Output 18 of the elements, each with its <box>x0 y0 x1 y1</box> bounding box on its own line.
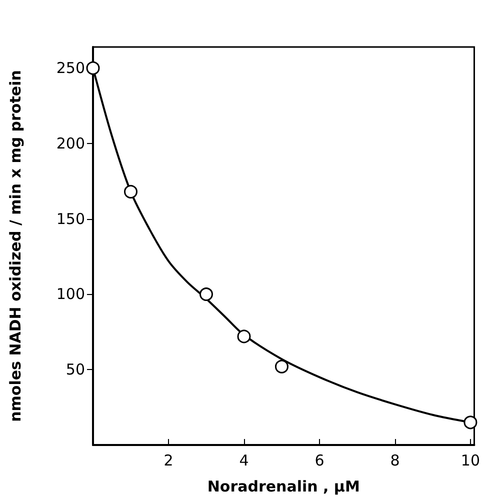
point <box>464 416 478 430</box>
x-tick-label: 6 <box>314 452 324 470</box>
y-tick-label: 50 <box>66 360 85 379</box>
x-axis-title: Noradrenalin , μM <box>207 478 360 496</box>
x-tick-label: 4 <box>239 452 249 470</box>
point <box>237 330 251 344</box>
y-tick-label: 150 <box>56 210 85 228</box>
y-axis-title: nmoles NADH oxidized / min x mg protein <box>6 70 24 422</box>
x-tick-label: 2 <box>164 452 174 470</box>
point <box>86 61 100 75</box>
point <box>200 287 213 301</box>
point <box>124 184 138 198</box>
point <box>274 360 288 374</box>
y-tick-label: 250 <box>56 59 85 78</box>
x-tick-label: 10 <box>460 452 480 470</box>
y-tick-label: 200 <box>56 134 85 152</box>
y-tick-label: 100 <box>56 285 85 304</box>
x-tick-label: 8 <box>390 452 400 470</box>
